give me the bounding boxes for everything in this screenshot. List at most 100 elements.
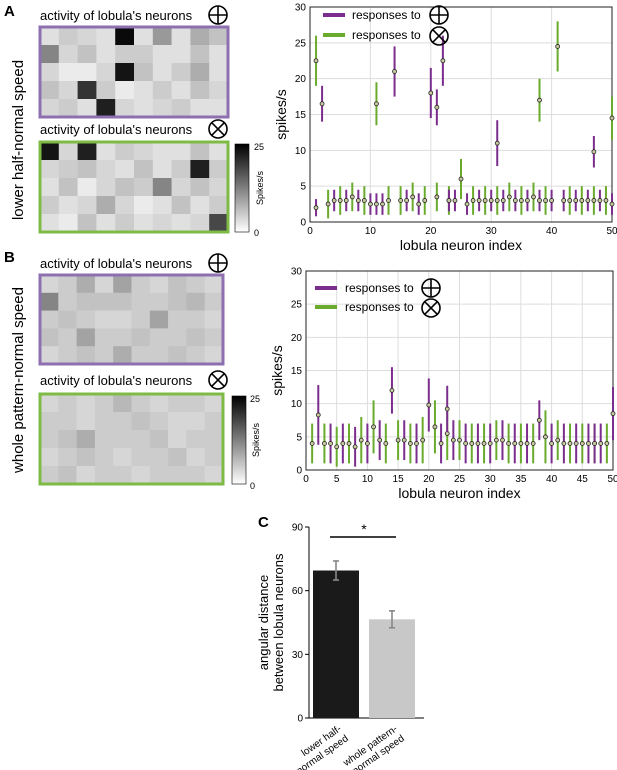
data-point [512,441,518,446]
heatmap-cell [115,45,135,64]
heatmap-cell [152,142,172,161]
heatmap-cell [40,275,59,294]
heatmap-cell [131,394,151,413]
x-tick-label: 20 [423,474,435,485]
y-tick-label: 0 [296,466,302,477]
heatmap-cell [171,99,191,118]
plus-circle-icon [421,278,441,298]
heatmap-cell [58,81,78,100]
heatmap-cell [131,328,151,347]
heatmap-cell [40,466,59,485]
y-tick-label: 10 [291,399,303,410]
heatmap-cell [168,412,187,431]
y-tick-label: 25 [295,38,307,49]
heatmap-cell [96,214,116,233]
heatmap-cell [77,178,97,197]
heatmap-cell [168,328,187,347]
data-point [367,201,373,207]
data-point [446,198,452,203]
heatmap-cell [113,430,132,449]
x-tick-label: 15 [393,474,405,485]
heatmap-cell [40,27,60,46]
x-category-label: whole pattern-normal speed [341,723,407,770]
y-axis-label-line: angular distance [256,575,271,670]
heatmap-cell [58,466,77,485]
colorbar-a: 25 0 Spikes/s [234,142,265,238]
heatmap-cell [131,430,151,449]
data-point [530,441,536,446]
heatmap-cell [58,99,78,118]
heatmap-cell [40,214,60,233]
heatmap-cell [40,45,60,64]
heatmap-b-plus [38,273,225,366]
heatmap-cell [96,63,116,82]
heatmap-cell [96,178,116,197]
heatmap-cell [149,394,169,413]
legend-b-plus-label: responses to [345,281,414,295]
heatmap-cell [113,346,132,365]
heatmap-cell [58,214,78,233]
heatmap-cell [58,412,77,431]
heatmap-cell [152,196,172,215]
heatmap-cell [58,328,77,347]
x-tick-label: 40 [546,474,558,485]
heatmap-cell [209,27,229,46]
data-point [525,198,530,203]
heatmap-title-a-plus: activity of lobula's neurons [40,8,193,23]
heatmap-cell [96,99,116,118]
data-point [334,444,340,450]
heatmap-cell [134,214,154,233]
data-point [414,441,419,446]
heatmap-cell [204,448,224,467]
plus-circle-icon [208,5,228,25]
x-tick-label: 35 [515,474,527,485]
heatmap-cell [186,466,205,485]
data-point [444,406,450,412]
heatmap-cell [190,214,210,233]
heatmap-cell [94,394,114,413]
heatmap-cell [76,275,96,294]
data-point [537,97,542,103]
heatmap-cell [77,214,97,233]
data-point [426,402,432,408]
data-point [395,437,401,443]
data-point [543,198,548,203]
heatmap-cell [149,430,169,449]
heatmap-cell [168,430,187,449]
heatmap-cell [204,394,224,413]
heatmap-cell [40,160,60,179]
data-point [452,198,458,203]
data-point [494,198,500,203]
heatmap-cell [40,430,59,449]
x-tick-label: 40 [546,226,558,237]
data-point [603,198,609,203]
data-point [361,198,367,203]
x-tick-label: 30 [486,226,498,237]
y-tick-label: 0 [300,218,306,229]
x-tick-label: 30 [485,474,497,485]
heatmap-cell [134,99,154,118]
data-point [358,437,364,443]
heatmap-cell [171,196,191,215]
heatmap-cell [96,81,116,100]
legend-a-plus-label: responses to [352,8,421,22]
data-point [355,198,361,203]
data-point [313,205,319,211]
heatmap-cell [186,275,205,294]
data-point [573,441,579,446]
heatmap-cell [113,466,132,485]
heatmap-cell [113,275,132,294]
data-point [380,201,385,207]
y-tick-label: 25 [291,300,303,311]
data-point [346,441,352,446]
x-tick-label: 50 [607,474,617,485]
heatmap-cell [171,214,191,233]
heatmap-cell [186,292,205,311]
data-point [598,441,604,446]
data-point [493,437,499,443]
heatmap-cell [204,346,224,365]
data-point [386,198,391,203]
data-point [416,201,422,207]
legend-a: responses to responses to [323,5,449,46]
data-point [524,441,530,446]
